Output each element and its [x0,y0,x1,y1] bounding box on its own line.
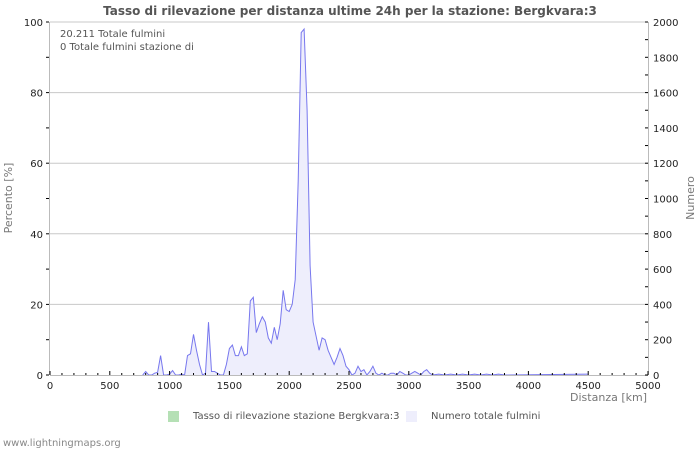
svg-text:1800: 1800 [653,53,678,64]
svg-text:0: 0 [37,371,43,382]
svg-text:400: 400 [653,300,672,311]
svg-text:1500: 1500 [217,381,242,392]
svg-text:1200: 1200 [653,159,678,170]
svg-text:800: 800 [653,230,672,241]
y-axis-left-ticks: 0 20 40 60 80 100 [24,18,49,382]
svg-text:2500: 2500 [336,381,361,392]
y-axis-right-title: Numero [684,176,697,220]
svg-text:100: 100 [24,18,43,29]
x-axis-ticks: 0 500 1000 1500 2000 2500 3000 3500 4000 4500 5000 [47,371,661,392]
footer-credit: www.lightningmaps.org [3,438,121,449]
svg-text:3000: 3000 [396,381,421,392]
svg-text:60: 60 [30,159,43,170]
legend-label: Numero totale fulmini [431,411,541,422]
svg-text:3500: 3500 [456,381,481,392]
svg-text:1600: 1600 [653,89,678,100]
svg-text:1400: 1400 [653,124,678,135]
total-strikes-area [142,27,589,376]
svg-text:500: 500 [100,381,119,392]
svg-text:1000: 1000 [157,381,182,392]
y-axis-left-title: Percento [%] [2,163,15,234]
svg-text:40: 40 [30,230,43,241]
svg-text:20: 20 [30,300,43,311]
svg-text:0: 0 [47,381,53,392]
grid-lines [50,92,648,305]
svg-text:4500: 4500 [575,381,600,392]
total-strikes-info: 20.211 Totale fulmini [60,29,166,40]
legend-item-total-strikes: Numero totale fulmini [406,411,540,422]
svg-text:2000: 2000 [653,18,678,29]
svg-text:5000: 5000 [635,381,660,392]
legend-label: Tasso di rilevazione stazione Bergkvara:… [193,411,400,422]
svg-text:600: 600 [653,265,672,276]
chart-title: Tasso di rilevazione per distanza ultime… [103,4,597,18]
svg-text:80: 80 [30,89,43,100]
svg-text:4000: 4000 [516,381,541,392]
axes [49,21,649,376]
legend-item-detection-rate: Tasso di rilevazione stazione Bergkvara:… [168,411,399,422]
legend-swatch-green [168,411,179,422]
svg-text:0: 0 [653,371,659,382]
svg-text:200: 200 [653,336,672,347]
y-axis-right-ticks: 0 200 400 600 800 1000 1200 1400 1600 1800 2000 [645,18,678,382]
svg-text:1000: 1000 [653,195,678,206]
station-strikes-info: 0 Totale fulmini stazione di [60,42,194,53]
legend-swatch-lavender [406,411,417,422]
svg-text:2000: 2000 [276,381,301,392]
x-axis-title: Distanza [km] [570,391,647,404]
